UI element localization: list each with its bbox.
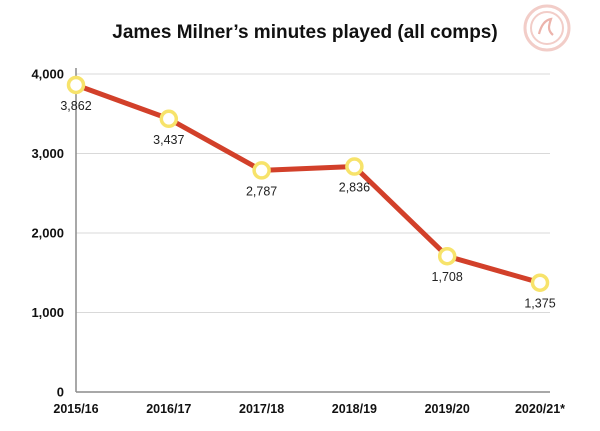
y-tick-label: 3,000 [31,146,64,161]
y-tick-label: 0 [57,385,64,400]
series-line [73,82,543,286]
data-markers [66,75,550,292]
data-point [345,157,364,176]
logo-inner-ring [530,11,564,45]
club-logo [523,4,571,52]
x-tick-label: 2020/21* [515,402,565,416]
x-tick-label: 2017/18 [239,402,284,416]
x-axis-ticks: 2015/16 2016/17 2017/18 2018/19 2019/20 2020/… [53,402,565,416]
data-label: 3,862 [60,99,91,113]
chart-title: James Milner’s minutes played (all comps… [112,22,497,43]
y-tick-label: 1,000 [31,305,64,320]
x-tick-label: 2015/16 [53,402,98,416]
y-tick-label: 4,000 [31,67,64,82]
y-tick-label: 2,000 [31,226,64,241]
data-point [530,273,550,292]
data-point [437,246,457,266]
data-label: 2,787 [246,184,277,198]
logo-bird-mark [537,17,554,36]
data-point [252,161,271,180]
x-tick-label: 2019/20 [425,402,470,416]
logo-outer-ring [523,4,571,52]
data-label: 1,708 [432,270,463,284]
x-tick-label: 2018/19 [332,402,377,416]
data-labels: 3,862 3,437 2,787 2,836 1,708 1,375 [60,99,555,311]
gridlines [76,73,550,313]
data-label: 3,437 [153,133,184,147]
axes [75,68,550,393]
data-point [159,109,179,129]
data-label: 2,836 [339,181,370,195]
x-tick-label: 2016/17 [146,402,191,416]
data-label: 1,375 [524,297,555,311]
data-point [66,75,86,95]
y-axis-ticks: 0 1,000 2,000 3,000 4,000 [31,67,64,400]
series-line-layer [73,82,543,286]
